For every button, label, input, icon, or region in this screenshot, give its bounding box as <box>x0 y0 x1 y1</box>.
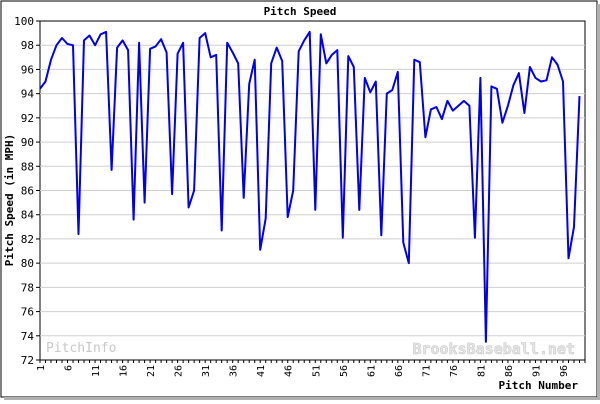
x-axis-ticks: 1 6 11 16 21 26 31 36 41 46 51 56 61 66 71 76 81 86 91 96 <box>36 360 586 377</box>
y-tick-label: 92 <box>21 112 34 125</box>
watermarks: PitchInfo BrooksBaseball.net <box>46 340 575 359</box>
y-tick-label: 94 <box>21 88 35 101</box>
x-tick-label: 26 <box>174 365 185 377</box>
y-tick-label: 98 <box>21 39 34 52</box>
pitchinfo-watermark: PitchInfo <box>46 341 116 356</box>
y-tick-label: 84 <box>21 209 35 222</box>
y-tick-label: 76 <box>21 306 34 319</box>
x-tick-label: 96 <box>559 365 570 377</box>
y-tick-label: 86 <box>21 185 34 198</box>
y-tick-label: 100 <box>14 15 34 28</box>
y-tick-label: 72 <box>21 354 34 367</box>
frame-shadow-right <box>597 4 600 400</box>
x-tick-label: 41 <box>256 365 267 377</box>
x-tick-label: 51 <box>311 365 322 377</box>
y-tick-label: 90 <box>21 136 34 149</box>
x-tick-label: 56 <box>339 365 350 377</box>
series-line <box>39 30 581 343</box>
brooksbaseball-watermark: BrooksBaseball.net <box>412 340 575 358</box>
x-tick-label: 91 <box>531 365 542 377</box>
x-tick-label: 86 <box>504 365 515 377</box>
x-tick-label: 81 <box>476 365 487 377</box>
y-tick-label: 78 <box>21 281 34 294</box>
y-tick-label: 74 <box>21 330 35 343</box>
y-tick-label: 96 <box>21 63 34 76</box>
chart-title: Pitch Speed <box>264 5 337 18</box>
x-tick-label: 16 <box>119 365 130 377</box>
x-tick-label: 1 <box>36 365 47 371</box>
y-tick-label: 80 <box>21 257 34 270</box>
x-tick-label: 61 <box>366 365 377 377</box>
x-tick-label: 46 <box>284 365 295 377</box>
series-layer <box>39 30 581 343</box>
y-tick-label: 88 <box>21 160 34 173</box>
x-tick-label: 36 <box>229 365 240 377</box>
x-tick-label: 11 <box>91 365 102 377</box>
x-tick-label: 76 <box>449 365 460 377</box>
frame-shadow-bottom <box>4 397 600 400</box>
x-tick-label: 71 <box>421 365 432 377</box>
y-axis-ticks: 72 74 76 78 80 82 84 86 88 90 92 94 96 98 100 <box>14 15 40 367</box>
x-axis-label: Pitch Number <box>499 379 579 392</box>
x-tick-label: 31 <box>201 365 212 377</box>
x-tick-label: 21 <box>146 365 157 377</box>
y-axis-label: Pitch Speed (in MPH) <box>3 134 16 266</box>
x-tick-label: 66 <box>394 365 405 377</box>
x-tick-label: 6 <box>64 365 75 371</box>
y-tick-label: 82 <box>21 233 34 246</box>
